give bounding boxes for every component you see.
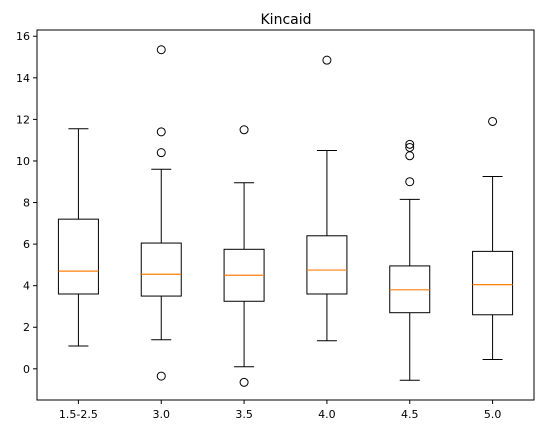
outlier-point bbox=[156, 148, 166, 158]
y-tick-label: 0 bbox=[23, 363, 30, 376]
y-tick-label: 2 bbox=[23, 321, 30, 334]
chart-title: Kincaid bbox=[261, 12, 312, 28]
outlier-point bbox=[405, 139, 415, 149]
outlier-point bbox=[239, 125, 249, 135]
y-tick-label: 16 bbox=[16, 30, 30, 43]
box-iqr bbox=[306, 235, 348, 295]
outlier-point bbox=[405, 151, 415, 161]
x-tick-label: 3.5 bbox=[235, 408, 253, 421]
outlier-point bbox=[156, 45, 166, 55]
y-tick-label: 12 bbox=[16, 113, 30, 126]
y-tick-label: 10 bbox=[16, 155, 30, 168]
box-iqr bbox=[140, 242, 182, 297]
outlier-point bbox=[405, 142, 415, 152]
outlier-point bbox=[405, 177, 415, 187]
x-tick-label: 4.5 bbox=[401, 408, 419, 421]
y-tick-label: 6 bbox=[23, 238, 30, 251]
outlier-point bbox=[156, 371, 166, 381]
x-tick-label: 1.5-2.5 bbox=[59, 408, 98, 421]
plot-frame bbox=[36, 29, 535, 401]
box-iqr bbox=[57, 218, 99, 295]
x-tick-label: 4.0 bbox=[318, 408, 336, 421]
outlier-point bbox=[322, 55, 332, 65]
outlier-point bbox=[488, 116, 498, 126]
x-tick-label: 5.0 bbox=[484, 408, 502, 421]
y-tick-label: 8 bbox=[23, 197, 30, 210]
y-tick-label: 14 bbox=[16, 72, 30, 85]
box-iqr bbox=[472, 250, 514, 316]
outlier-point bbox=[156, 127, 166, 137]
outlier-point bbox=[239, 377, 249, 387]
y-tick-label: 4 bbox=[23, 280, 30, 293]
x-tick-label: 3.0 bbox=[153, 408, 171, 421]
